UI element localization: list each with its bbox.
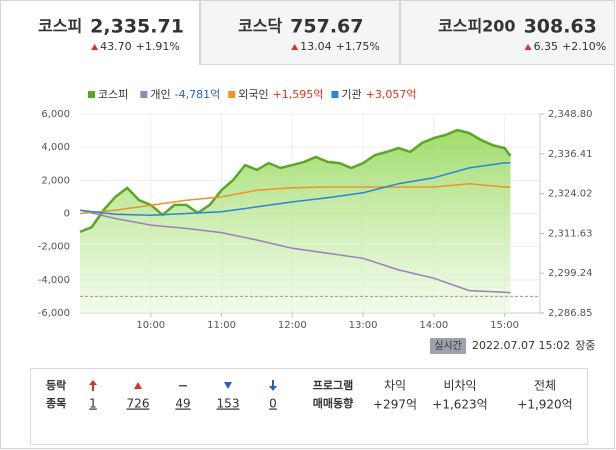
breadth-icon [89,380,97,391]
y2-tick-label: 2,336.41 [548,149,593,160]
x-tick-label: 13:00 [349,320,378,331]
legend-name: 개인 [150,88,170,101]
tab-value: 2,335.71 [90,16,184,38]
program-value: +297억 [373,398,417,412]
program-title: 매매동향 [313,396,353,410]
y2-tick-label: 2,311.63 [548,228,593,239]
tab-name: 코스닥 [238,17,282,36]
tab[interactable]: 코스닥 757.67 13.04 +1.75% [200,0,400,65]
breadth-count[interactable]: 49 [175,397,190,411]
program-value: +1,623억 [432,398,487,412]
breadth-count[interactable]: 153 [217,397,240,411]
x-tick-label: 14:00 [419,320,448,331]
tab-bg [200,0,400,65]
breadth-count[interactable]: 0 [269,397,277,411]
x-tick-label: 15:00 [490,320,519,331]
status-datetime: 2022.07.07 15:02 [472,339,570,352]
tab[interactable]: 코스피200 308.63 6.35 +2.10% [400,0,615,65]
line [79,182,511,215]
breadth-label: 등락 [46,379,66,392]
tab-rate: +1.91% [136,40,180,53]
status-badge [430,338,466,354]
tab-name: 코스피200 [438,17,516,36]
x-tick-label: 10:00 [136,320,165,331]
legend-value: -4,781억 [175,88,221,101]
legend-swatch [140,91,148,98]
program-label: 비차익 [443,379,476,393]
legend-swatch [228,91,236,98]
summary-box [30,368,588,445]
tab-change: 43.70 [100,40,132,53]
tab[interactable]: 코스피 2,335.71 43.70 +1.91% [0,0,200,66]
legend-name: 외국인 [238,88,268,101]
legend-label: 외국인 +1,595억 [238,88,323,101]
up-icon [291,44,299,50]
legend-label: 코스피 [98,88,128,101]
line [79,128,512,234]
area [80,130,511,313]
program-value: +1,920억 [517,398,572,412]
tab-change: 13.04 [300,40,332,53]
tab-rate: +1.75% [336,40,380,53]
program-title: 프로그램 [313,378,353,392]
program-label: 전체 [534,379,556,393]
y2-tick-label: 2,286.85 [548,308,593,319]
tab-name: 코스피 [38,17,82,36]
legend-value: +1,595억 [273,88,324,101]
y2-tick-label: 2,299.24 [548,268,593,279]
program-label: 차익 [384,379,406,393]
legend-value: +3,057억 [366,88,417,101]
legend-swatch [331,91,339,98]
breadth-icon [134,382,142,389]
y-tick-label: -6,000 [38,308,70,319]
breadth-label: 종목 [46,397,66,410]
legend-label: 개인 -4,781억 [150,88,220,101]
y-tick-label: -4,000 [38,275,70,286]
breadth-count[interactable]: 1 [89,397,97,411]
breadth-icon [224,382,232,389]
y2-tick-label: 2,348.80 [548,109,593,120]
tab-value: 308.63 [524,16,597,38]
line [79,162,511,216]
y-tick-label: 2,000 [41,175,70,186]
tab-value: 757.67 [290,16,363,38]
tab-change: 6.35 [534,40,559,53]
y-tick-label: 6,000 [41,109,70,120]
legend-name: 기관 [341,88,361,101]
legend-name: 코스피 [98,88,128,101]
status-badge-text: 실시간 [434,340,462,352]
tab-bg [400,0,615,65]
x-tick-label: 11:00 [207,320,236,331]
line [79,209,511,294]
y2-tick-label: 2,324.02 [548,189,593,200]
up-icon [91,44,99,50]
y-tick-label: 4,000 [41,142,70,153]
legend-label: 기관 +3,057억 [341,88,416,101]
breadth-icon [269,380,277,391]
y-tick-label: 0 [64,209,70,220]
up-icon [524,44,532,50]
tab-rate: +2.10% [562,40,606,53]
status-state: 장중 [575,339,595,352]
x-tick-label: 12:00 [278,320,307,331]
breadth-icon [179,385,187,387]
y-tick-label: -2,000 [38,242,70,253]
tab-bg [0,0,200,65]
legend-swatch [88,91,95,98]
breadth-count[interactable]: 726 [127,397,150,411]
